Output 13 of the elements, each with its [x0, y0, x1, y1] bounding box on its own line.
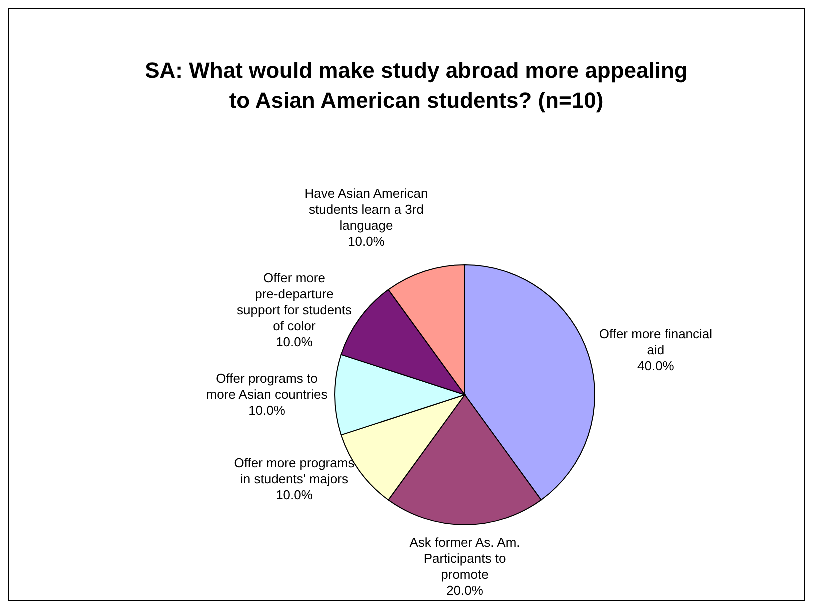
data-label: 10.0% [348, 234, 386, 250]
data-label: 40.0% [638, 358, 675, 374]
slice-label: Have Asian American students learn a 3rd language [304, 186, 428, 234]
slice-label: Offer more programs in students' majors [234, 456, 356, 487]
slice-label: Offer programs to more Asian countries [206, 371, 328, 402]
slice-label: Offer more financial aid [599, 326, 713, 358]
chart-title: SA: What would make study abroad more appealing to Asian American students? (n=10) [145, 58, 688, 113]
data-label: 10.0% [248, 403, 286, 418]
data-label: 10.0% [276, 334, 314, 350]
data-label: 20.0% [446, 583, 484, 598]
data-label: 10.0% [276, 488, 314, 503]
slice-label: Offer more pre-departure support for students of color [237, 270, 352, 334]
slice-label: Ask former As. Am. Participants to promote [410, 535, 520, 582]
